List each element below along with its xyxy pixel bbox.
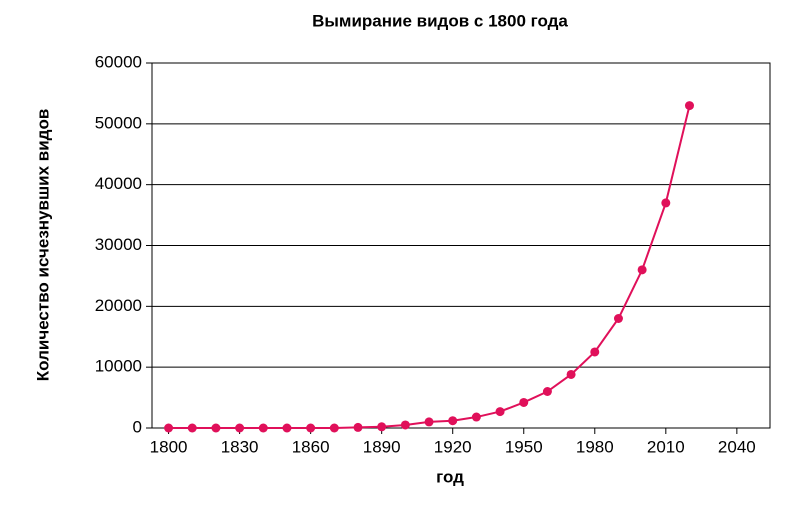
chart-title: Вымирание видов с 1800 года: [312, 11, 568, 30]
x-tick-label: 1800: [150, 437, 188, 456]
x-tick-label: 2040: [718, 437, 756, 456]
data-point: [542, 387, 552, 396]
y-tick-label: 60000: [95, 52, 142, 71]
data-point: [400, 420, 410, 430]
data-point: [519, 397, 529, 407]
y-tick-label: 40000: [95, 174, 142, 193]
y-tick-label: 20000: [95, 296, 142, 315]
data-point: [471, 412, 481, 422]
data-point: [211, 423, 221, 433]
y-tick-label: 50000: [95, 113, 142, 132]
data-point: [353, 422, 363, 432]
x-axis-title: год: [436, 467, 464, 486]
data-point: [329, 423, 339, 433]
data-point: [282, 423, 292, 433]
x-tick-label: 1860: [292, 437, 330, 456]
data-point: [306, 423, 316, 433]
data-point: [613, 314, 623, 323]
x-tick-label: 1830: [221, 437, 259, 456]
y-tick-label: 30000: [95, 235, 142, 254]
data-point: [235, 423, 245, 433]
x-tick-label: 1920: [434, 437, 472, 456]
data-point: [590, 347, 600, 357]
plot-frame: [151, 62, 771, 429]
data-point: [495, 407, 505, 417]
x-tick-label: 2010: [647, 437, 685, 456]
data-point: [661, 198, 671, 208]
y-axis-title: Количество исчезнувших видов: [33, 109, 52, 382]
data-point: [637, 265, 647, 275]
data-point: [684, 101, 694, 111]
data-point: [377, 422, 387, 432]
data-point: [566, 369, 576, 379]
y-tick-label: 10000: [95, 357, 142, 376]
y-tick-label: 0: [133, 417, 142, 436]
series-line: [168, 105, 691, 429]
data-point: [448, 416, 458, 426]
data-point: [424, 417, 434, 427]
data-point: [164, 423, 174, 433]
x-tick-label: 1890: [363, 437, 401, 456]
data-point: [258, 423, 268, 433]
x-tick-label: 1950: [505, 437, 543, 456]
x-tick-label: 1980: [576, 437, 614, 456]
data-point: [187, 423, 197, 433]
